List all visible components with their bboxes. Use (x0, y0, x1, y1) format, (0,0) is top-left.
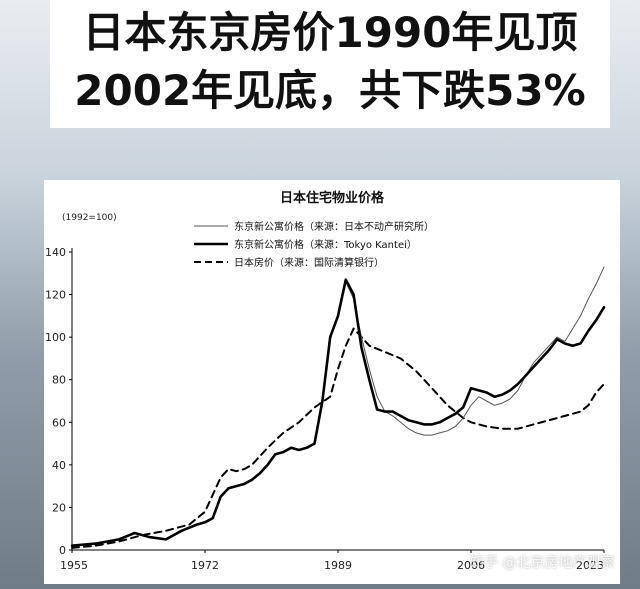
y-tick-label: 80 (52, 374, 66, 387)
y-tick-label: 120 (45, 289, 66, 302)
y-axis-unit-label: (1992=100) (62, 213, 117, 223)
x-tick-label: 1972 (191, 559, 219, 572)
x-tick-label: 2023 (576, 559, 604, 572)
x-tick-label: 1989 (324, 559, 352, 572)
axes: 0 20 40 60 80 100 120 140 1955 1972 1989 2006 2023 (45, 246, 605, 572)
series-line-thick (70, 278, 606, 548)
chart: 日本住宅物业价格 (1992=100) 东京新公寓价格（来源：日本不动产研究所）… (45, 190, 606, 572)
legend-label: 东京新公寓价格（来源：日本不动产研究所） (234, 220, 434, 233)
x-tick-label: 2006 (457, 559, 485, 572)
watermark-text: 知乎 @北京房地产观察 (470, 555, 615, 571)
headline-line-1: 日本东京房价1990年见顶 (82, 8, 578, 57)
headline-banner: 日本东京房价1990年见顶 2002年见底，共下跌53% (50, 0, 610, 128)
y-tick-label: 20 (52, 501, 66, 514)
y-tick-label: 100 (45, 331, 66, 344)
y-tick-label: 40 (52, 459, 66, 472)
chart-title: 日本住宅物业价格 (280, 190, 385, 206)
series-layer (70, 266, 606, 549)
chart-card: 日本住宅物业价格 (1992=100) 东京新公寓价格（来源：日本不动产研究所）… (44, 180, 620, 584)
legend: 东京新公寓价格（来源：日本不动产研究所） 东京新公寓价格（来源：Tokyo Kan… (194, 220, 434, 269)
headline-line-2: 2002年见底，共下跌53% (74, 66, 586, 115)
y-tick-label: 60 (52, 416, 66, 429)
legend-label: 日本房价（来源：国际清算银行） (234, 256, 384, 269)
x-tick-label: 1955 (60, 559, 88, 572)
legend-label: 东京新公寓价格（来源：Tokyo Kantei） (234, 238, 417, 251)
y-tick-label: 140 (45, 246, 66, 259)
y-tick-label: 0 (59, 544, 66, 557)
series-line-thin (345, 266, 605, 436)
series-line-dashed (71, 327, 605, 549)
